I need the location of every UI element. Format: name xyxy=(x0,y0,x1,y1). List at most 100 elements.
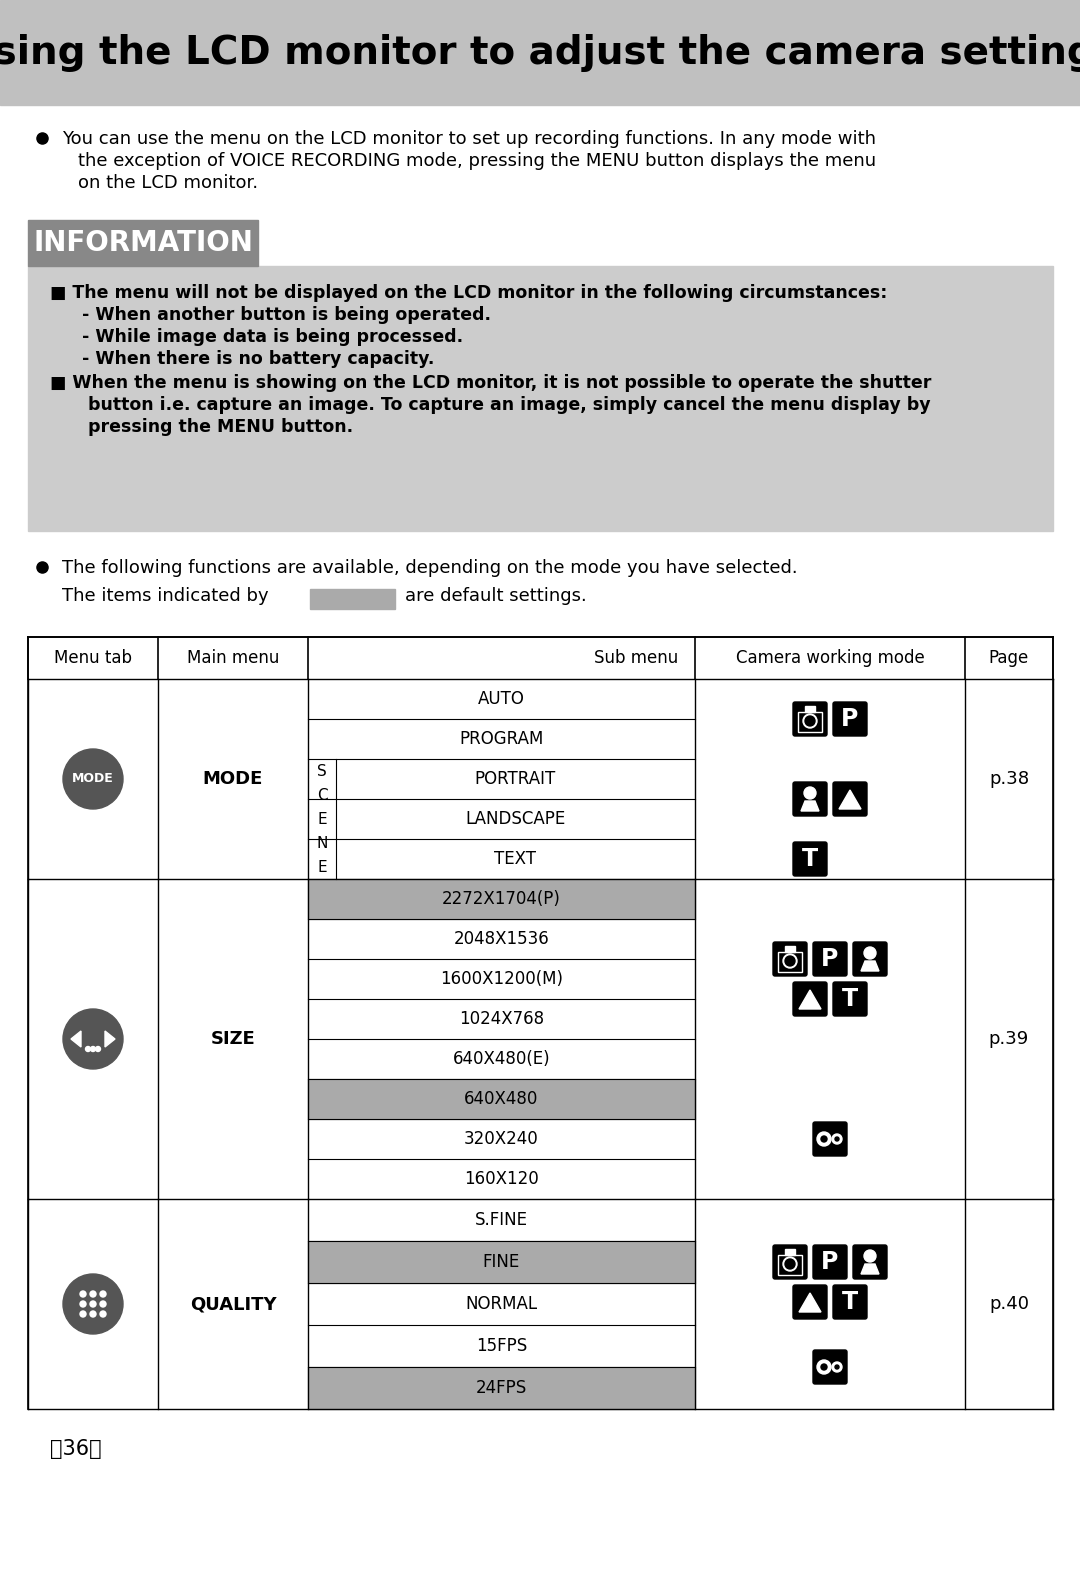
Text: S.FINE: S.FINE xyxy=(475,1211,528,1228)
Circle shape xyxy=(864,1251,876,1262)
Text: 160X120: 160X120 xyxy=(464,1170,539,1189)
FancyBboxPatch shape xyxy=(813,1122,847,1155)
Circle shape xyxy=(100,1311,106,1317)
Circle shape xyxy=(90,1301,96,1308)
Bar xyxy=(805,705,815,712)
Bar xyxy=(308,1241,696,1282)
Text: T: T xyxy=(802,846,818,872)
Text: The items indicated by: The items indicated by xyxy=(62,586,269,605)
Text: S: S xyxy=(318,764,327,778)
Text: T: T xyxy=(842,987,859,1011)
FancyBboxPatch shape xyxy=(793,781,827,816)
Polygon shape xyxy=(799,991,821,1010)
Text: You can use the menu on the LCD monitor to set up recording functions. In any mo: You can use the menu on the LCD monitor … xyxy=(62,130,876,147)
Text: 640X480(E): 640X480(E) xyxy=(453,1049,551,1068)
Text: pressing the MENU button.: pressing the MENU button. xyxy=(70,418,353,436)
Text: - When there is no battery capacity.: - When there is no battery capacity. xyxy=(70,350,434,368)
Bar xyxy=(785,946,795,953)
Circle shape xyxy=(95,1046,100,1051)
Text: 1600X1200(M): 1600X1200(M) xyxy=(440,970,563,987)
FancyBboxPatch shape xyxy=(793,983,827,1016)
Circle shape xyxy=(783,954,797,968)
Circle shape xyxy=(804,713,816,728)
Text: ■ The menu will not be displayed on the LCD monitor in the following circumstanc: ■ The menu will not be displayed on the … xyxy=(50,284,888,303)
Text: Page: Page xyxy=(989,648,1029,667)
Text: Camera working mode: Camera working mode xyxy=(735,648,924,667)
Text: 640X480: 640X480 xyxy=(464,1090,539,1108)
Bar xyxy=(28,266,1053,531)
Text: Main menu: Main menu xyxy=(187,648,280,667)
Bar xyxy=(785,1249,795,1255)
Text: 2048X1536: 2048X1536 xyxy=(454,930,550,948)
Text: T: T xyxy=(842,1290,859,1314)
Text: Menu tab: Menu tab xyxy=(54,648,132,667)
Text: PROGRAM: PROGRAM xyxy=(459,731,543,748)
Circle shape xyxy=(804,788,816,799)
Text: 15FPS: 15FPS xyxy=(476,1338,527,1355)
Circle shape xyxy=(80,1301,86,1308)
FancyBboxPatch shape xyxy=(773,1244,807,1279)
Text: PORTRAIT: PORTRAIT xyxy=(475,770,556,788)
Polygon shape xyxy=(799,1293,821,1312)
Circle shape xyxy=(821,1365,827,1369)
FancyBboxPatch shape xyxy=(813,1350,847,1384)
FancyBboxPatch shape xyxy=(793,842,827,877)
Circle shape xyxy=(783,1257,797,1271)
Text: QUALITY: QUALITY xyxy=(190,1295,276,1312)
Text: p.38: p.38 xyxy=(989,770,1029,788)
Text: p.40: p.40 xyxy=(989,1295,1029,1312)
Text: N: N xyxy=(316,835,327,851)
Polygon shape xyxy=(839,789,861,808)
Text: Sub menu: Sub menu xyxy=(594,648,678,667)
Circle shape xyxy=(816,1360,831,1374)
Text: are default settings.: are default settings. xyxy=(405,586,586,605)
Circle shape xyxy=(63,750,123,808)
Text: 320X240: 320X240 xyxy=(464,1130,539,1148)
Circle shape xyxy=(91,1046,95,1051)
Text: button i.e. capture an image. To capture an image, simply cancel the menu displa: button i.e. capture an image. To capture… xyxy=(70,396,931,414)
Bar xyxy=(308,880,696,919)
Text: P: P xyxy=(821,1251,839,1274)
Bar xyxy=(778,953,802,972)
FancyBboxPatch shape xyxy=(813,941,847,976)
Text: INFORMATION: INFORMATION xyxy=(33,228,253,257)
Text: p.39: p.39 xyxy=(989,1030,1029,1048)
Text: the exception of VOICE RECORDING mode, pressing the MENU button displays the men: the exception of VOICE RECORDING mode, p… xyxy=(78,152,876,170)
FancyBboxPatch shape xyxy=(773,941,807,976)
Text: E: E xyxy=(318,859,327,875)
Circle shape xyxy=(90,1311,96,1317)
Polygon shape xyxy=(71,1030,81,1048)
Circle shape xyxy=(100,1301,106,1308)
Text: 1024X768: 1024X768 xyxy=(459,1010,544,1029)
Text: MODE: MODE xyxy=(72,772,113,786)
FancyBboxPatch shape xyxy=(793,702,827,735)
Text: E: E xyxy=(318,812,327,826)
Circle shape xyxy=(63,1274,123,1335)
Circle shape xyxy=(805,716,815,726)
Circle shape xyxy=(835,1365,839,1369)
FancyBboxPatch shape xyxy=(853,941,887,976)
Text: Using the LCD monitor to adjust the camera settings: Using the LCD monitor to adjust the came… xyxy=(0,33,1080,71)
Text: TEXT: TEXT xyxy=(495,850,537,869)
Text: The following functions are available, depending on the mode you have selected.: The following functions are available, d… xyxy=(62,560,798,577)
Polygon shape xyxy=(105,1030,114,1048)
Text: NORMAL: NORMAL xyxy=(465,1295,538,1312)
Bar xyxy=(0,0,1080,105)
Circle shape xyxy=(63,1010,123,1068)
Circle shape xyxy=(864,946,876,959)
Text: C: C xyxy=(316,788,327,802)
Text: - While image data is being processed.: - While image data is being processed. xyxy=(70,328,463,346)
Circle shape xyxy=(835,1136,839,1141)
FancyBboxPatch shape xyxy=(793,1285,827,1319)
Text: LANDSCAPE: LANDSCAPE xyxy=(465,810,566,827)
Text: 24FPS: 24FPS xyxy=(476,1379,527,1396)
Circle shape xyxy=(785,956,795,965)
Circle shape xyxy=(85,1046,91,1051)
Bar xyxy=(308,1366,696,1409)
FancyBboxPatch shape xyxy=(833,781,867,816)
Circle shape xyxy=(816,1132,831,1146)
FancyBboxPatch shape xyxy=(813,1244,847,1279)
Bar xyxy=(310,590,395,609)
Text: on the LCD monitor.: on the LCD monitor. xyxy=(78,174,258,192)
Bar xyxy=(308,1079,696,1119)
